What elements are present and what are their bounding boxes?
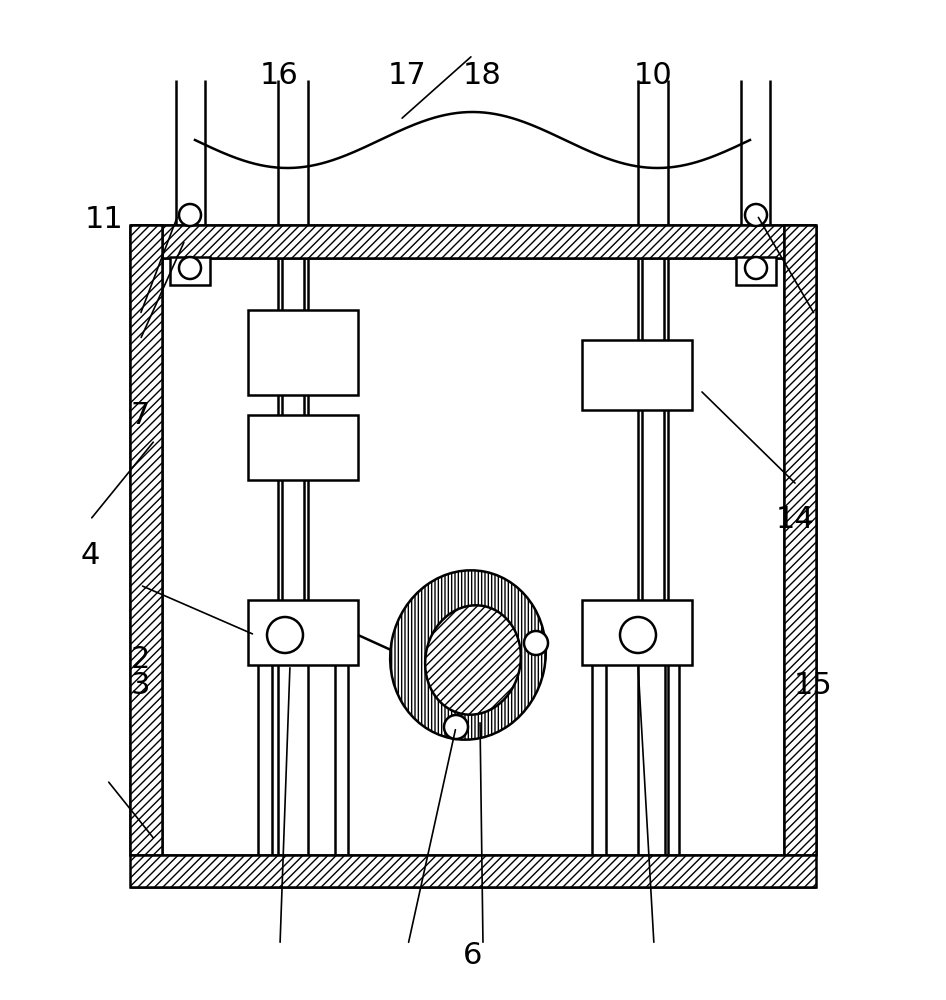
Text: 11: 11 [85,206,123,234]
Bar [248,600,358,665]
Circle shape [179,257,201,279]
Text: 6: 6 [464,940,482,970]
Text: 7: 7 [131,400,149,430]
Circle shape [745,257,767,279]
Text: 18: 18 [463,60,502,90]
Text: 3: 3 [131,670,149,700]
Bar [248,415,358,480]
Bar [170,257,210,285]
Ellipse shape [390,570,546,740]
Text: 15: 15 [795,670,832,700]
Text: 4: 4 [80,540,99,570]
Text: 17: 17 [388,60,426,90]
Circle shape [620,617,656,653]
Bar [736,257,776,285]
Text: 10: 10 [634,60,672,90]
Text: 2: 2 [131,646,149,674]
Circle shape [524,631,548,655]
Bar [784,225,816,855]
Bar [130,855,816,887]
Circle shape [745,204,767,226]
Bar [162,225,784,258]
Circle shape [179,204,201,226]
Bar [248,310,358,395]
Bar [582,600,692,665]
Bar [130,225,162,855]
Ellipse shape [425,605,521,715]
Circle shape [444,715,468,739]
Text: 16: 16 [260,60,298,90]
Bar [582,340,692,410]
Circle shape [267,617,303,653]
Text: 14: 14 [776,506,814,534]
